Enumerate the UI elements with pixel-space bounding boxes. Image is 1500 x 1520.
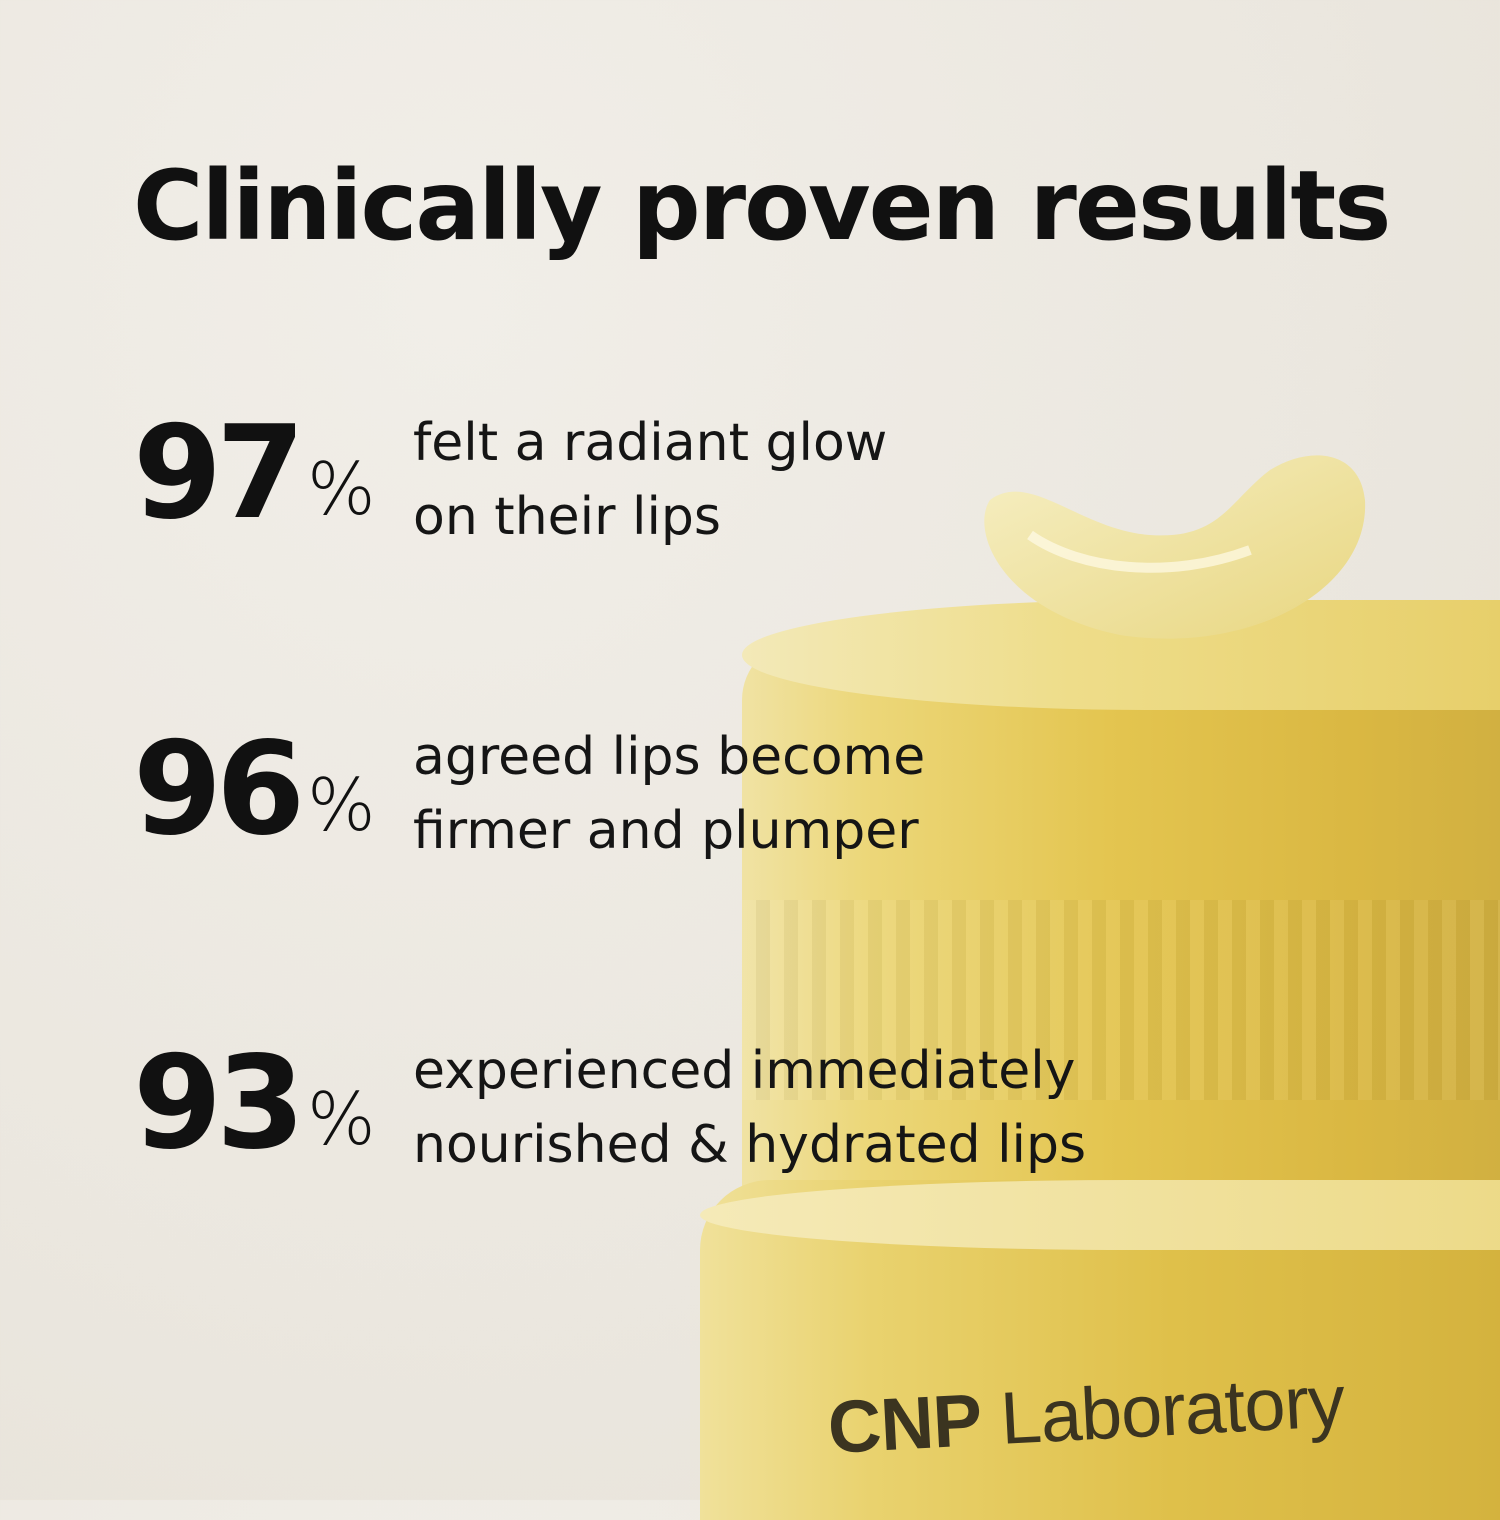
stat-97: 97 % (133, 410, 467, 538)
stat-93: 93 % (133, 1040, 467, 1168)
jar-base-rim (700, 1180, 1500, 1250)
stat-unit: % (307, 447, 376, 531)
stat-description: felt a radiant glow on their lips (413, 406, 887, 554)
page-title: Clinically proven results (133, 150, 1391, 262)
desc-line: on their lips (413, 487, 721, 547)
jar-lid-ridges (742, 900, 1500, 1100)
stat-value: 96 (133, 715, 305, 864)
lip-balm-swatch (984, 455, 1366, 639)
stat-description: experienced immediately nourished & hydr… (413, 1034, 1086, 1182)
stat-96: 96 % (133, 726, 467, 854)
desc-line: agreed lips become (413, 727, 926, 787)
stat-unit: % (307, 1077, 376, 1161)
stat-description: agreed lips become firmer and plumper (413, 720, 925, 868)
stat-unit: % (307, 763, 376, 847)
stat-value: 97 (133, 399, 305, 548)
desc-line: experienced immediately (413, 1041, 1076, 1101)
desc-line: nourished & hydrated lips (413, 1115, 1087, 1175)
desc-line: felt a radiant glow (413, 413, 888, 473)
stat-value: 93 (133, 1029, 305, 1178)
desc-line: firmer and plumper (413, 801, 919, 861)
jar-lid (742, 640, 1500, 1240)
